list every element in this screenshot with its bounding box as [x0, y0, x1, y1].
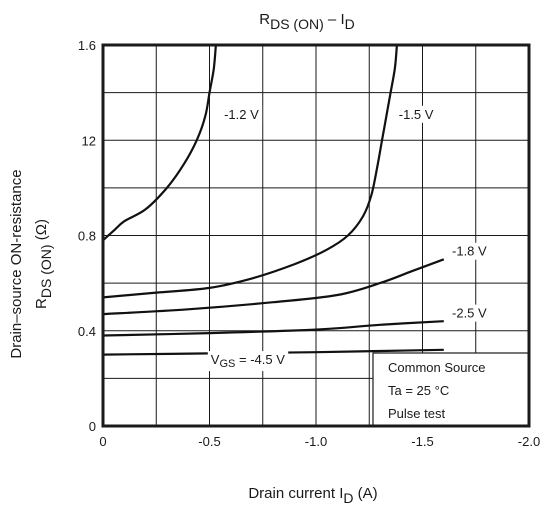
x-axis-label: Drain current ID (A) — [248, 485, 377, 506]
series-label-text: -2.5 V — [452, 306, 487, 321]
conditions-line-1: Common Source — [388, 360, 486, 375]
series-line-2 — [102, 258, 445, 316]
x-tick-label: -2.0 — [518, 434, 540, 449]
series-line-0 — [102, 44, 217, 242]
y-axis-label: Drain–source ON-resistance RDS (ON) (Ω) — [8, 169, 54, 358]
series-labels: -1.2 V -1.5 V -1.8 V -2.5 V VGS = -4.5 V — [207, 105, 491, 372]
y-tick-label: 0 — [89, 419, 96, 434]
series-label-text: -1.2 V — [224, 107, 259, 122]
series-label-text: -1.5 V — [399, 107, 434, 122]
y-tick-label: 1.6 — [78, 38, 96, 53]
plot-frame — [101, 43, 531, 428]
tick-labels: 0 -0.5 -1.0 -1.5 -2.0 0 0.4 0.8 12 1.6 — [78, 38, 540, 449]
series-lines — [102, 44, 445, 356]
y-tick-label: 0.4 — [78, 324, 96, 339]
series-line-1 — [102, 44, 398, 299]
y-axis-label-line1: Drain–source ON-resistance — [8, 169, 25, 358]
x-tick-label: -0.5 — [198, 434, 220, 449]
conditions-line-3: Pulse test — [388, 406, 445, 421]
series-line-3 — [102, 320, 444, 337]
series-label-4: VGS = -4.5 V — [207, 351, 289, 372]
x-tick-label: -1.0 — [305, 434, 327, 449]
series-label-1: -1.5 V — [395, 105, 437, 123]
series-label-bg — [449, 304, 491, 322]
series-label-bg — [449, 242, 491, 260]
series-label-bg — [395, 105, 437, 123]
series-label-3: -2.5 V — [449, 304, 491, 322]
conditions-box: Common Source Ta = 25 °C Pulse test — [372, 352, 530, 427]
series-line-4 — [102, 348, 444, 356]
series-label-text: -1.8 V — [452, 244, 487, 259]
x-tick-label: 0 — [99, 434, 106, 449]
series-label-bg — [221, 105, 263, 123]
x-tick-label: -1.5 — [411, 434, 433, 449]
series-label-bg — [207, 351, 289, 372]
series-label-text: VGS = -4.5 V — [211, 352, 285, 370]
series-label-2: -1.8 V — [449, 242, 491, 260]
chart-title: RDS (ON) – ID — [259, 11, 355, 32]
y-tick-label: 0.8 — [78, 229, 96, 244]
y-axis-label-line2: RDS (ON) (Ω) — [33, 219, 54, 309]
series-label-0: -1.2 V — [221, 105, 263, 123]
conditions-line-2: Ta = 25 °C — [388, 383, 449, 398]
conditions-box-frame — [372, 352, 530, 427]
y-tick-label: 12 — [82, 133, 96, 148]
